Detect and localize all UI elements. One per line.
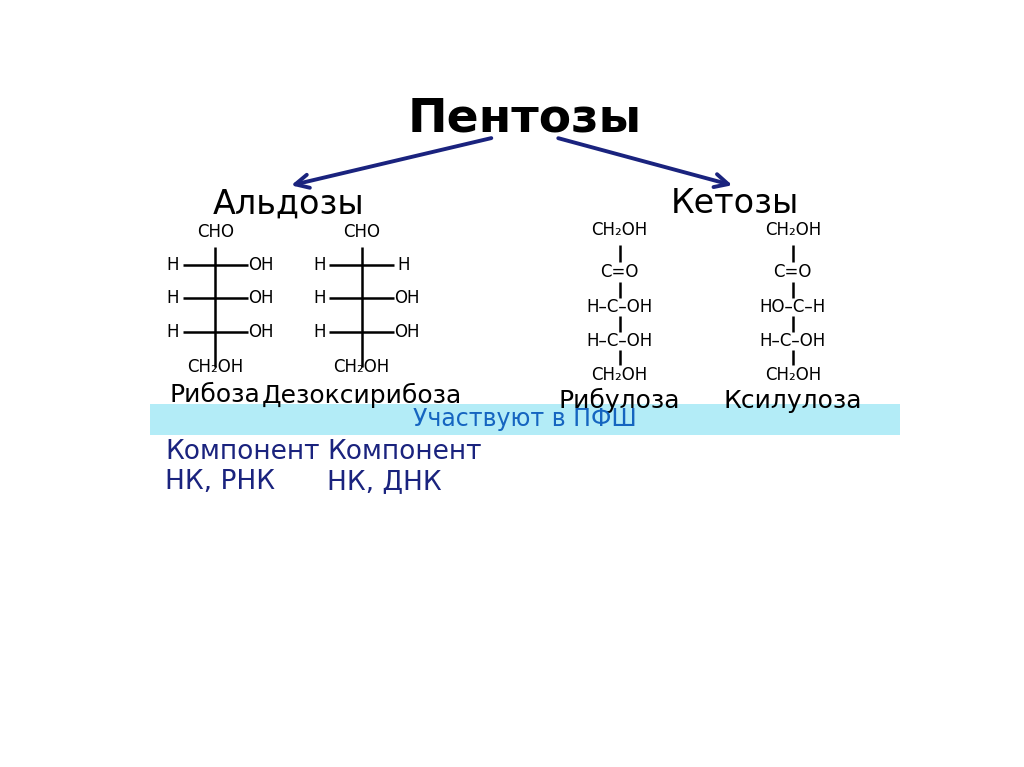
Text: CH₂OH: CH₂OH	[765, 366, 821, 384]
Text: H: H	[313, 289, 326, 308]
Text: OH: OH	[248, 322, 273, 341]
Text: Рибоза: Рибоза	[170, 384, 261, 407]
Text: Рибулоза: Рибулоза	[559, 388, 680, 413]
Text: Компонент: Компонент	[165, 439, 319, 465]
Text: H: H	[167, 322, 179, 341]
Text: H–C–OH: H–C–OH	[587, 298, 652, 316]
Text: CH₂OH: CH₂OH	[592, 221, 647, 239]
Text: CH₂OH: CH₂OH	[765, 221, 821, 239]
Text: H: H	[313, 256, 326, 275]
Text: H: H	[397, 256, 411, 275]
Text: OH: OH	[248, 256, 273, 275]
Text: CHO: CHO	[343, 223, 380, 241]
Text: CH₂OH: CH₂OH	[334, 358, 390, 376]
Text: Альдозы: Альдозы	[213, 187, 365, 220]
Text: Участвуют в ПФШ: Участвуют в ПФШ	[413, 407, 637, 431]
Text: Дезоксирибоза: Дезоксирибоза	[261, 383, 462, 408]
Text: НК, РНК: НК, РНК	[165, 469, 275, 495]
Text: HO–C–H: HO–C–H	[760, 298, 826, 316]
Text: CH₂OH: CH₂OH	[187, 358, 244, 376]
Text: OH: OH	[394, 322, 420, 341]
Text: НК, ДНК: НК, ДНК	[327, 469, 441, 495]
Text: Компонент: Компонент	[327, 439, 481, 465]
Text: H: H	[167, 256, 179, 275]
Text: CHO: CHO	[197, 223, 233, 241]
Text: CH₂OH: CH₂OH	[592, 366, 647, 384]
Text: OH: OH	[394, 289, 420, 308]
Text: H–C–OH: H–C–OH	[587, 332, 652, 350]
Text: Ксилулоза: Ксилулоза	[724, 389, 862, 413]
Text: H–C–OH: H–C–OH	[760, 332, 826, 350]
Text: H: H	[313, 322, 326, 341]
FancyBboxPatch shape	[150, 404, 900, 435]
Text: C=O: C=O	[773, 263, 812, 281]
Text: Кетозы: Кетозы	[671, 187, 799, 220]
Text: OH: OH	[248, 289, 273, 308]
Text: C=O: C=O	[600, 263, 639, 281]
Text: Пентозы: Пентозы	[408, 97, 642, 141]
Text: H: H	[167, 289, 179, 308]
